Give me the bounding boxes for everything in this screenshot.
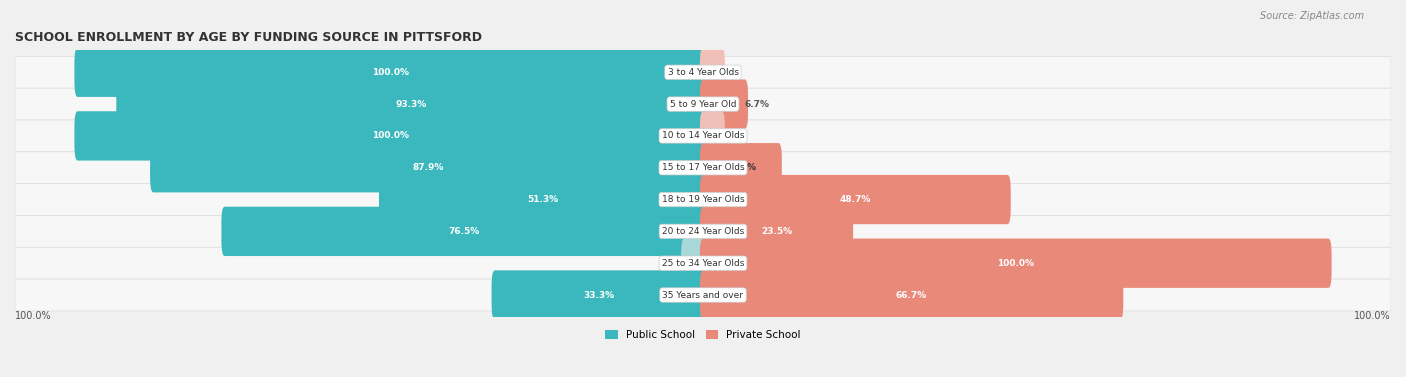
FancyBboxPatch shape (380, 175, 706, 224)
FancyBboxPatch shape (15, 216, 1391, 247)
Text: 100.0%: 100.0% (997, 259, 1035, 268)
FancyBboxPatch shape (221, 207, 706, 256)
FancyBboxPatch shape (15, 56, 1391, 88)
Text: 33.3%: 33.3% (583, 291, 614, 299)
FancyBboxPatch shape (15, 247, 1391, 279)
Text: 51.3%: 51.3% (527, 195, 558, 204)
Text: 6.7%: 6.7% (745, 100, 770, 109)
Text: 18 to 19 Year Olds: 18 to 19 Year Olds (662, 195, 744, 204)
Text: 76.5%: 76.5% (449, 227, 479, 236)
Text: 0.0%: 0.0% (678, 259, 703, 268)
Text: 15 to 17 Year Olds: 15 to 17 Year Olds (662, 163, 744, 172)
FancyBboxPatch shape (700, 48, 725, 97)
FancyBboxPatch shape (15, 152, 1391, 184)
Text: 25 to 34 Year Olds: 25 to 34 Year Olds (662, 259, 744, 268)
FancyBboxPatch shape (700, 239, 1331, 288)
FancyBboxPatch shape (15, 279, 1391, 311)
Text: 20 to 24 Year Olds: 20 to 24 Year Olds (662, 227, 744, 236)
Text: 87.9%: 87.9% (412, 163, 444, 172)
Text: 10 to 14 Year Olds: 10 to 14 Year Olds (662, 132, 744, 140)
FancyBboxPatch shape (75, 48, 706, 97)
FancyBboxPatch shape (15, 120, 1391, 152)
Text: 23.5%: 23.5% (761, 227, 792, 236)
Text: 35 Years and over: 35 Years and over (662, 291, 744, 299)
FancyBboxPatch shape (700, 143, 782, 192)
FancyBboxPatch shape (15, 88, 1391, 120)
Text: 0.0%: 0.0% (703, 132, 728, 140)
Text: SCHOOL ENROLLMENT BY AGE BY FUNDING SOURCE IN PITTSFORD: SCHOOL ENROLLMENT BY AGE BY FUNDING SOUR… (15, 31, 482, 44)
Text: 100.0%: 100.0% (15, 311, 52, 321)
Legend: Public School, Private School: Public School, Private School (600, 326, 806, 344)
Text: 66.7%: 66.7% (896, 291, 927, 299)
FancyBboxPatch shape (75, 111, 706, 161)
FancyBboxPatch shape (681, 239, 706, 288)
FancyBboxPatch shape (492, 270, 706, 320)
FancyBboxPatch shape (700, 80, 748, 129)
FancyBboxPatch shape (700, 111, 725, 161)
FancyBboxPatch shape (15, 184, 1391, 216)
Text: 0.0%: 0.0% (703, 68, 728, 77)
Text: 93.3%: 93.3% (395, 100, 427, 109)
Text: 48.7%: 48.7% (839, 195, 870, 204)
Text: 100.0%: 100.0% (371, 132, 409, 140)
Text: Source: ZipAtlas.com: Source: ZipAtlas.com (1260, 11, 1364, 21)
FancyBboxPatch shape (700, 207, 853, 256)
Text: 12.1%: 12.1% (725, 163, 756, 172)
FancyBboxPatch shape (700, 175, 1011, 224)
Text: 100.0%: 100.0% (371, 68, 409, 77)
Text: 3 to 4 Year Olds: 3 to 4 Year Olds (668, 68, 738, 77)
Text: 5 to 9 Year Old: 5 to 9 Year Old (669, 100, 737, 109)
FancyBboxPatch shape (117, 80, 706, 129)
Text: 100.0%: 100.0% (1354, 311, 1391, 321)
FancyBboxPatch shape (150, 143, 706, 192)
FancyBboxPatch shape (700, 270, 1123, 320)
